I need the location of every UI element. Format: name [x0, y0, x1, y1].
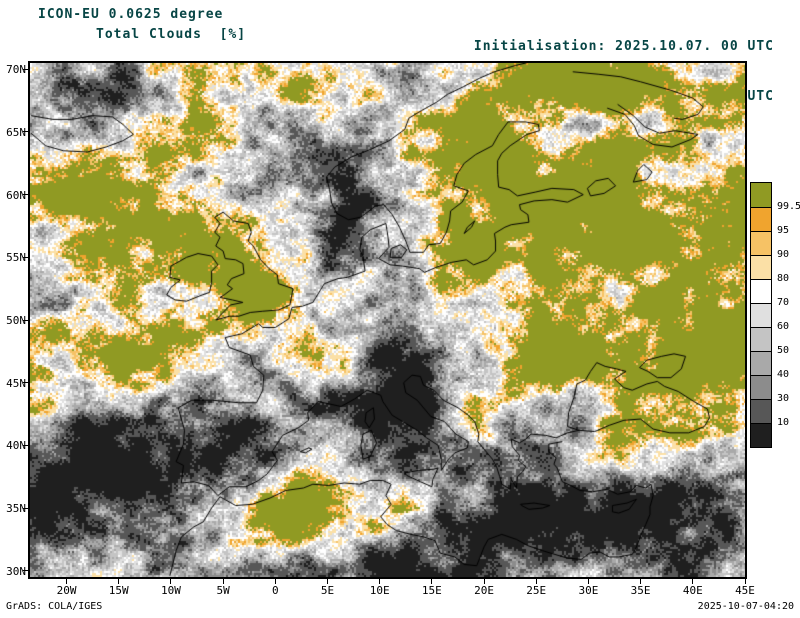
x-axis-label: 20E [474, 584, 494, 597]
x-tick-mark [66, 579, 68, 584]
x-tick-mark [587, 579, 589, 584]
legend-value-label: 90 [777, 249, 790, 260]
legend-color-cell [751, 303, 771, 327]
map-frame [28, 61, 747, 579]
legend-color-cell [751, 279, 771, 303]
y-axis-label: 40N [6, 439, 26, 453]
y-axis-label: 30N [6, 564, 26, 578]
y-axis-label: 50N [6, 314, 26, 327]
legend-value-label: 60 [777, 321, 790, 332]
x-axis-label: 35E [630, 584, 651, 597]
x-axis-label: 25E [526, 584, 547, 597]
init-time: Initialisation: 2025.10.07. 00 UTC [473, 39, 774, 54]
creation-timestamp: 2025-10-07-04:20 [697, 601, 794, 612]
model-title: ICON-EU 0.0625 degree [38, 7, 224, 22]
x-axis-label: 20W [56, 584, 77, 597]
legend-value-label: 70 [777, 297, 790, 308]
color-legend: 99.5 95 90 80 70 60 50 40 30 10 [750, 182, 800, 474]
legend-color-cell [751, 375, 771, 399]
x-axis-label: 45E [735, 584, 755, 597]
legend-color-cell [751, 183, 771, 207]
legend-colorbar [750, 182, 772, 448]
y-axis-label: 55N [6, 251, 26, 265]
y-tick-mark [23, 507, 28, 509]
x-tick-mark [379, 579, 381, 584]
cloud-cover-map [30, 63, 745, 577]
legend-color-cell [751, 399, 771, 423]
y-axis-label: 45N [6, 376, 26, 390]
y-axis-label: 35N [6, 502, 26, 516]
x-tick-mark [640, 579, 642, 584]
legend-color-cell [751, 255, 771, 279]
y-tick-mark [23, 194, 28, 196]
x-axis-label: 10W [160, 584, 181, 597]
y-tick-mark [23, 68, 28, 70]
y-tick-mark [23, 256, 28, 258]
y-axis-label: 65N [6, 125, 26, 139]
x-tick-mark [222, 579, 224, 584]
x-axis-label: 15W [108, 584, 129, 597]
legend-color-cell [751, 231, 771, 255]
x-tick-mark [274, 579, 276, 584]
legend-value-label: 50 [777, 345, 790, 356]
x-tick-mark [483, 579, 485, 584]
x-axis-label: 10E [369, 584, 390, 597]
x-axis-label: 0 [271, 584, 279, 597]
x-axis-label: 40E [682, 584, 703, 597]
legend-value-label: 10 [777, 417, 790, 428]
grads-credit: GrADS: COLA/IGES [6, 601, 103, 612]
legend-value-label: 99.5 [777, 201, 800, 212]
variable-title: Total Clouds [%] [96, 27, 247, 42]
x-tick-mark [170, 579, 172, 584]
y-tick-mark [23, 444, 28, 446]
x-tick-mark [431, 579, 433, 584]
x-tick-mark [118, 579, 120, 584]
legend-value-label: 40 [777, 369, 790, 380]
legend-value-label: 80 [777, 273, 790, 284]
legend-value-label: 95 [777, 225, 790, 236]
x-axis-label: 5E [320, 584, 335, 597]
legend-color-cell [751, 327, 771, 351]
legend-value-label: 30 [777, 393, 790, 404]
x-tick-mark [744, 579, 746, 584]
x-axis-label: 15E [421, 584, 442, 597]
y-tick-mark [23, 570, 28, 572]
legend-color-cell [751, 351, 771, 375]
x-tick-mark [326, 579, 328, 584]
y-tick-mark [23, 382, 28, 384]
legend-color-cell [751, 207, 771, 231]
legend-color-cell [751, 423, 771, 447]
x-tick-mark [535, 579, 537, 584]
y-tick-mark [23, 319, 28, 321]
x-tick-mark [692, 579, 694, 584]
x-axis-label: 30E [578, 584, 599, 597]
y-tick-mark [23, 131, 28, 133]
y-axis-label: 60N [6, 188, 26, 202]
y-axis-label: 70N [6, 63, 26, 77]
x-axis-label: 5W [216, 584, 230, 597]
